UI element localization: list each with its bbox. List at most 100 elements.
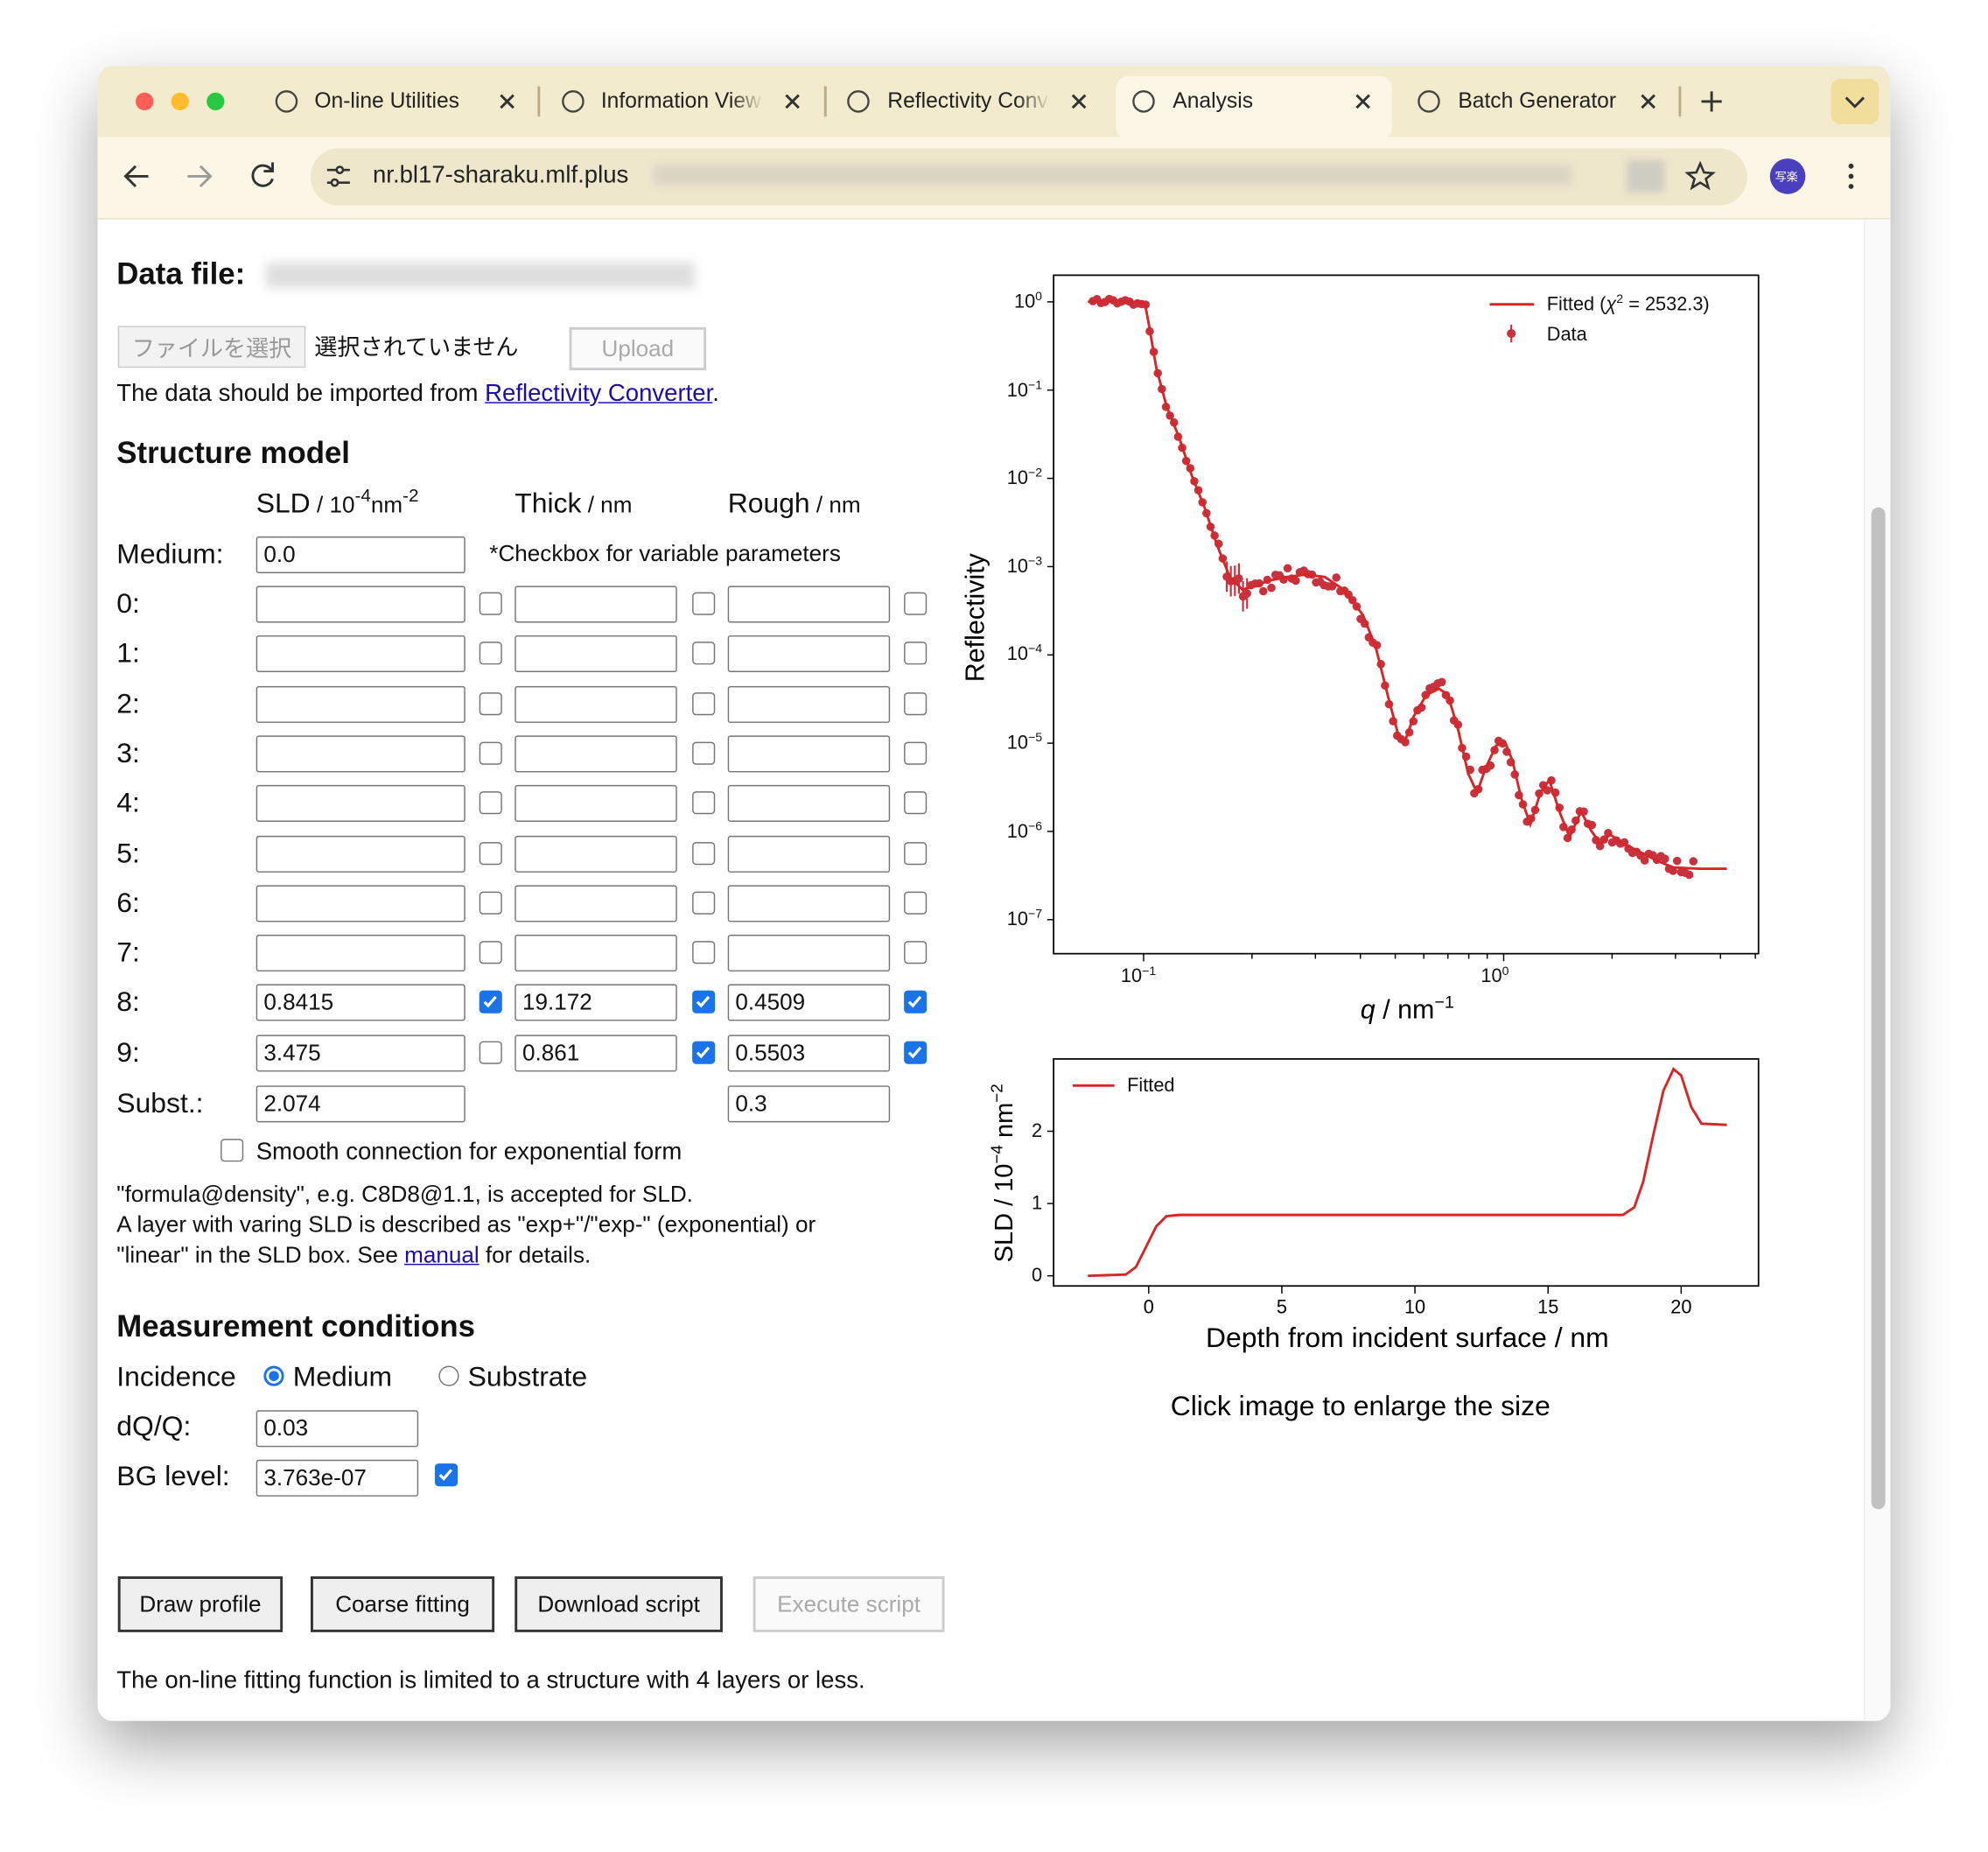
layer-rough-input[interactable] bbox=[727, 835, 891, 873]
layer-sld-input[interactable] bbox=[256, 685, 466, 723]
back[interactable] bbox=[123, 165, 149, 188]
layer-sld-input[interactable] bbox=[256, 635, 466, 673]
layer-thick-checkbox[interactable] bbox=[692, 741, 716, 765]
layer-thick-checkbox[interactable] bbox=[692, 1041, 716, 1064]
layer-rough-checkbox[interactable] bbox=[904, 791, 928, 815]
layer-rough-input[interactable] bbox=[727, 935, 891, 972]
upload-button[interactable]: Upload bbox=[569, 326, 707, 371]
layer-thick-input[interactable]: 19.172 bbox=[514, 984, 677, 1021]
bg-checkbox[interactable] bbox=[435, 1463, 458, 1487]
tab-title[interactable]: Batch Generator bbox=[1458, 88, 1617, 113]
layer-thick-input[interactable] bbox=[514, 835, 677, 873]
new-tab[interactable] bbox=[1701, 91, 1722, 112]
substrate-sld-input[interactable]: 2.074 bbox=[256, 1085, 466, 1123]
layer-sld-checkbox[interactable] bbox=[479, 642, 502, 665]
layer-sld-input[interactable] bbox=[256, 586, 466, 623]
layer-rough-input[interactable] bbox=[727, 586, 891, 623]
bg-input[interactable]: 3.763e-07 bbox=[256, 1459, 419, 1497]
medium-sld-input[interactable]: 0.0 bbox=[256, 536, 466, 573]
layer-sld-input[interactable] bbox=[256, 885, 466, 922]
layer-sld-input[interactable] bbox=[256, 735, 466, 773]
layer-rough-checkbox[interactable] bbox=[904, 741, 928, 765]
smooth-checkbox[interactable] bbox=[220, 1139, 244, 1162]
reload[interactable] bbox=[251, 162, 274, 187]
layer-sld-checkbox[interactable] bbox=[479, 891, 502, 915]
tab-search[interactable] bbox=[1830, 78, 1880, 125]
layer-sld-checkbox[interactable] bbox=[479, 791, 502, 815]
incidence-radio[interactable] bbox=[438, 1365, 459, 1386]
layer-thick-input[interactable] bbox=[514, 935, 677, 972]
choose-file-button[interactable]: ファイルを選択 bbox=[117, 326, 306, 368]
url[interactable]: nr.bl17-sharaku.mlf.plus bbox=[373, 162, 629, 189]
layer-thick-checkbox[interactable] bbox=[692, 642, 716, 665]
layer-rough-checkbox[interactable] bbox=[904, 592, 928, 615]
action-button[interactable]: Coarse fitting bbox=[311, 1576, 495, 1632]
close-window[interactable] bbox=[136, 92, 154, 111]
layer-sld-input[interactable] bbox=[256, 935, 466, 972]
layer-rough-checkbox[interactable] bbox=[904, 891, 928, 915]
layer-thick-checkbox[interactable] bbox=[692, 841, 716, 865]
layer-thick-checkbox[interactable] bbox=[692, 891, 716, 915]
layer-sld-checkbox[interactable] bbox=[479, 691, 502, 715]
layer-rough-input[interactable]: 0.5503 bbox=[727, 1034, 891, 1071]
menu[interactable] bbox=[1848, 163, 1854, 189]
layer-thick-checkbox[interactable] bbox=[692, 691, 716, 715]
layer-rough-checkbox[interactable] bbox=[904, 841, 928, 865]
layer-rough-input[interactable] bbox=[727, 885, 891, 922]
layer-sld-checkbox[interactable] bbox=[479, 741, 502, 765]
layer-rough-checkbox[interactable] bbox=[904, 941, 928, 965]
layer-sld-checkbox[interactable] bbox=[479, 1041, 502, 1064]
minimize-window[interactable] bbox=[171, 92, 189, 111]
layer-rough-input[interactable]: 0.4509 bbox=[727, 984, 891, 1021]
layer-sld-checkbox[interactable] bbox=[479, 592, 502, 615]
profile-avatar[interactable] bbox=[1769, 158, 1806, 194]
forward[interactable] bbox=[187, 165, 213, 188]
converter-link[interactable]: Reflectivity Converter bbox=[485, 380, 713, 408]
layer-sld-input[interactable]: 0.8415 bbox=[256, 984, 466, 1021]
layer-sld-checkbox[interactable] bbox=[479, 941, 502, 965]
layer-thick-input[interactable] bbox=[514, 685, 677, 723]
x-axis-text: / nm bbox=[1375, 995, 1435, 1025]
action-button[interactable]: Draw profile bbox=[117, 1576, 284, 1632]
layer-sld-checkbox[interactable] bbox=[479, 991, 502, 1014]
layer-sld-input[interactable] bbox=[256, 835, 466, 873]
dq-input[interactable]: 0.03 bbox=[256, 1410, 419, 1448]
tab-close-icons[interactable] bbox=[500, 94, 1656, 109]
action-button[interactable]: Download script bbox=[514, 1576, 723, 1632]
layer-rough-input[interactable] bbox=[727, 685, 891, 723]
layer-rough-input[interactable] bbox=[727, 635, 891, 673]
scrollbar-thumb[interactable] bbox=[1871, 507, 1886, 1510]
layer-thick-input[interactable] bbox=[514, 885, 677, 922]
tick-base: 10 bbox=[1006, 820, 1028, 843]
x-tick-label: 15 bbox=[1537, 1296, 1559, 1319]
layer-thick-input[interactable] bbox=[514, 586, 677, 623]
layer-thick-input[interactable] bbox=[514, 735, 677, 773]
tab-title[interactable]: Reflectivity Converter bbox=[887, 88, 1049, 113]
substrate-rough-input[interactable]: 0.3 bbox=[727, 1085, 891, 1123]
site-info[interactable] bbox=[326, 165, 350, 187]
zoom-window[interactable] bbox=[206, 92, 225, 111]
layer-thick-checkbox[interactable] bbox=[692, 991, 716, 1014]
layer-rough-input[interactable] bbox=[727, 735, 891, 773]
layer-thick-input[interactable] bbox=[514, 785, 677, 823]
layer-rough-checkbox[interactable] bbox=[904, 642, 928, 665]
layer-sld-checkbox[interactable] bbox=[479, 841, 502, 865]
incidence-radio[interactable] bbox=[263, 1365, 284, 1386]
layer-sld-input[interactable]: 3.475 bbox=[256, 1034, 466, 1071]
layer-thick-input[interactable]: 0.861 bbox=[514, 1034, 677, 1071]
layer-rough-input[interactable] bbox=[727, 785, 891, 823]
layer-rough-checkbox[interactable] bbox=[904, 991, 928, 1014]
layer-rough-checkbox[interactable] bbox=[904, 691, 928, 715]
layer-thick-checkbox[interactable] bbox=[692, 791, 716, 815]
layer-sld-input[interactable] bbox=[256, 785, 466, 823]
manual-link[interactable]: manual bbox=[404, 1242, 480, 1268]
layer-thick-checkbox[interactable] bbox=[692, 592, 716, 615]
layer-thick-input[interactable] bbox=[514, 635, 677, 673]
bookmark[interactable] bbox=[1684, 160, 1716, 191]
layer-rough-checkbox[interactable] bbox=[904, 1041, 928, 1064]
tab-title[interactable]: Analysis bbox=[1172, 88, 1254, 113]
tab-title[interactable]: On-line Utilities bbox=[314, 88, 459, 113]
layer-thick-checkbox[interactable] bbox=[692, 941, 716, 965]
tab-title[interactable]: Information View bbox=[600, 88, 761, 113]
help-line: "formula@density", e.g. C8D8@1.1, is acc… bbox=[116, 1181, 693, 1207]
